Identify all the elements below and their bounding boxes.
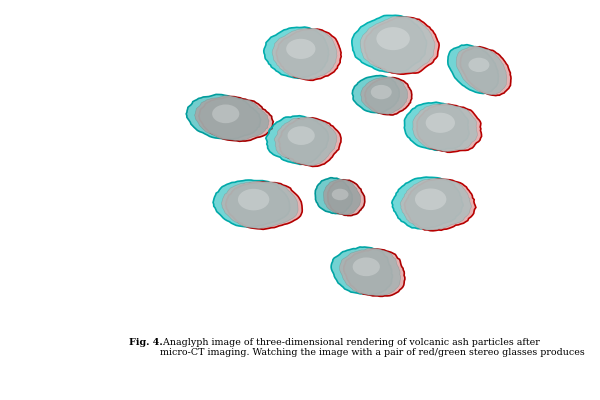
Polygon shape — [272, 28, 337, 80]
Polygon shape — [331, 247, 392, 294]
Polygon shape — [352, 76, 399, 113]
Text: Fig. 4.: Fig. 4. — [129, 338, 163, 347]
Polygon shape — [340, 248, 401, 296]
Polygon shape — [186, 94, 261, 139]
Text: Anaglyph image of three-dimensional rendering of volcanic ash particles after
mi: Anaglyph image of three-dimensional rend… — [160, 338, 585, 358]
Polygon shape — [274, 117, 337, 166]
Polygon shape — [226, 182, 302, 229]
Circle shape — [332, 189, 349, 200]
Polygon shape — [278, 118, 341, 166]
Polygon shape — [199, 96, 273, 141]
Circle shape — [286, 39, 316, 59]
Polygon shape — [266, 116, 328, 164]
Polygon shape — [344, 249, 405, 296]
Polygon shape — [460, 47, 511, 96]
Polygon shape — [365, 78, 412, 115]
Circle shape — [415, 188, 446, 210]
Text: 500 μm: 500 μm — [467, 315, 507, 324]
Polygon shape — [404, 179, 476, 231]
Polygon shape — [417, 104, 482, 152]
Polygon shape — [277, 29, 341, 80]
Polygon shape — [221, 181, 298, 228]
Polygon shape — [328, 180, 365, 216]
Polygon shape — [352, 15, 427, 72]
Circle shape — [376, 27, 410, 50]
Circle shape — [371, 85, 392, 99]
Polygon shape — [264, 27, 329, 78]
Circle shape — [287, 126, 315, 145]
Polygon shape — [323, 179, 361, 215]
Polygon shape — [400, 178, 472, 230]
Polygon shape — [361, 77, 407, 114]
Bar — [422, 303, 552, 308]
Polygon shape — [448, 45, 499, 94]
Circle shape — [469, 58, 490, 72]
Polygon shape — [315, 178, 352, 214]
Polygon shape — [213, 180, 290, 227]
Circle shape — [425, 113, 455, 133]
Polygon shape — [392, 177, 463, 229]
Polygon shape — [360, 16, 435, 73]
Circle shape — [238, 189, 269, 210]
Polygon shape — [194, 96, 269, 140]
Polygon shape — [364, 17, 439, 74]
Circle shape — [212, 104, 239, 123]
Polygon shape — [413, 104, 478, 152]
Polygon shape — [404, 102, 469, 150]
Circle shape — [353, 258, 380, 276]
Polygon shape — [456, 46, 507, 95]
